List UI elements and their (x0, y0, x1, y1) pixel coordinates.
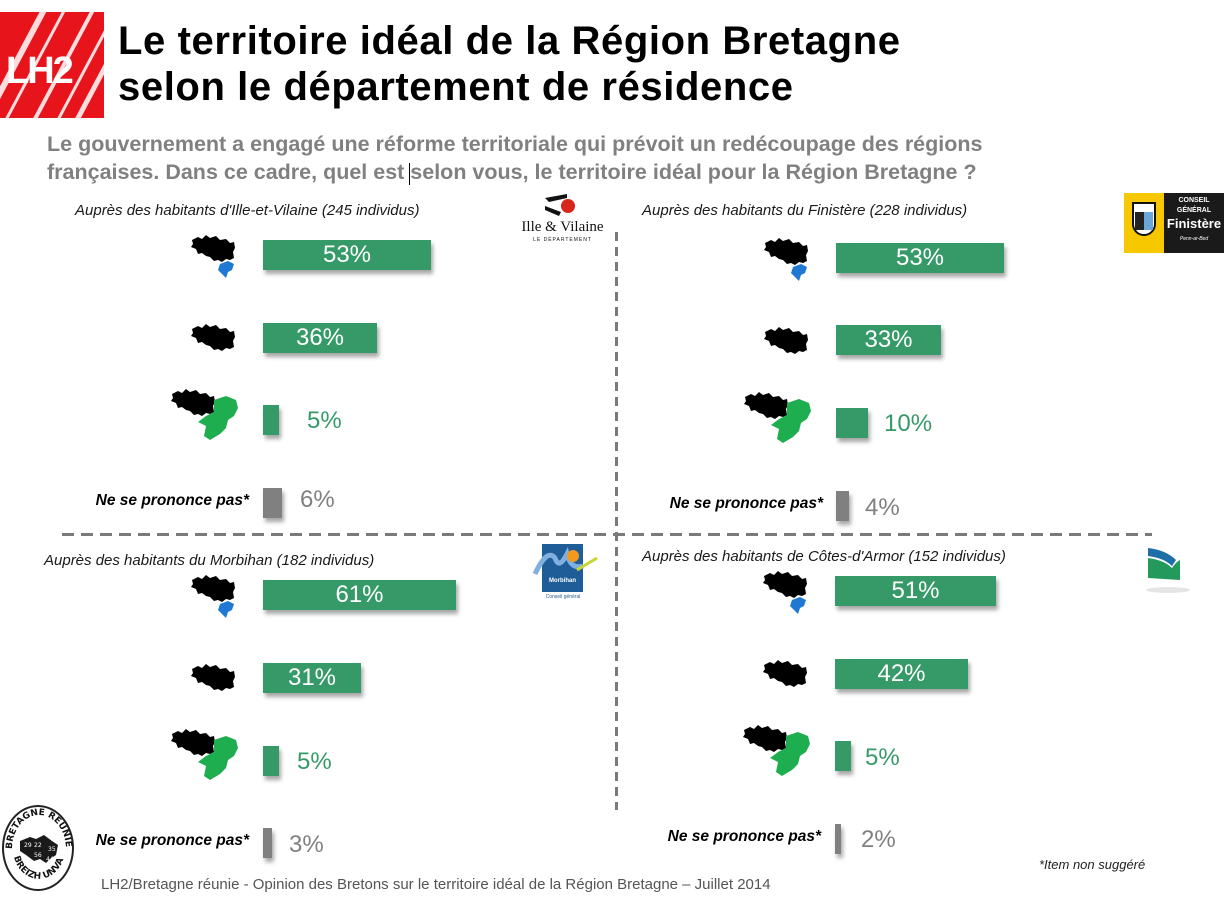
map-bretagne-4-departements-icon (764, 327, 808, 354)
svg-text:44: 44 (46, 856, 54, 863)
bar-option-2: 33% (836, 325, 941, 355)
ille-et-vilaine-logo-name: Ille & Vilaine (521, 219, 604, 235)
svg-text:35: 35 (48, 846, 56, 853)
nsp-label: Ne se prononce pas* (667, 828, 821, 845)
value-nsp: 2% (861, 826, 896, 853)
finistere-logo-line3: Finistère (1166, 216, 1222, 231)
bar-option-2: 31% (263, 663, 361, 693)
map-bretagne-4-departements-icon (191, 324, 235, 351)
svg-text:56: 56 (34, 852, 42, 859)
vertical-divider (615, 232, 618, 810)
map-bretagne-4-departements-icon (191, 664, 235, 691)
bar-option-3 (835, 741, 851, 771)
bar-option-1: 51% (835, 576, 996, 606)
map-bretagne-5-departements-icon (763, 571, 807, 614)
value-option-3: 5% (297, 748, 332, 775)
bar-option-2: 42% (835, 659, 968, 689)
panel-subtitle: Auprès des habitants d'Ille-et-Vilaine (… (75, 202, 420, 219)
finistere-logo: CONSEIL GÉNÉRAL Finistère Penn-ar-Bed (1124, 193, 1224, 253)
lh2-logo-text: LH2 (6, 50, 74, 92)
map-bretagne-pays-de-la-loire-icon (744, 392, 811, 443)
nsp-label: Ne se prononce pas* (95, 832, 249, 849)
panel-subtitle: Auprès des habitants du Morbihan (182 in… (44, 552, 375, 569)
finistere-logo-line2: GÉNÉRAL (1176, 207, 1212, 214)
finistere-logo-line4: Penn-ar-Bed (1179, 236, 1209, 242)
bar-option-3 (263, 405, 279, 435)
text-cursor (409, 163, 410, 185)
bar-option-1: 61% (263, 580, 456, 610)
bar-nsp (835, 824, 841, 854)
bar-option-2: 36% (263, 323, 377, 353)
footnote: *Item non suggéré (1039, 857, 1146, 872)
question-line-2: françaises. Dans ce cadre, quel est selo… (47, 160, 977, 184)
value-nsp: 3% (289, 831, 324, 858)
map-bretagne-pays-de-la-loire-icon (743, 725, 810, 776)
value-option-3: 10% (884, 410, 933, 437)
title-line-2: selon le département de résidence (118, 65, 794, 109)
bar-nsp (836, 491, 849, 521)
question-line-1: Le gouvernement a engagé une réforme ter… (47, 132, 983, 156)
value-option-3: 5% (307, 407, 342, 434)
cotes-d-armor-logo (1146, 548, 1190, 593)
bar-nsp (263, 488, 282, 518)
morbihan-logo-sub: Conseil général (545, 594, 581, 600)
ille-et-vilaine-logo: Ille & Vilaine LE DÉPARTEMENT (515, 192, 610, 252)
bretagne-reunie-logo: BRETAGNE RÉUNIE BREIZH UNVAN 29 22 56 35… (2, 805, 76, 893)
nsp-label: Ne se prononce pas* (95, 492, 249, 509)
title-line-1: Le territoire idéal de la Région Bretagn… (118, 19, 901, 63)
survey-question: Le gouvernement a engagé une réforme ter… (47, 130, 1167, 186)
svg-text:22: 22 (34, 842, 42, 849)
map-bretagne-4-departements-icon (763, 660, 807, 687)
panel-subtitle: Auprès des habitants de Côtes-d'Armor (1… (642, 548, 1006, 565)
value-option-3: 5% (865, 744, 900, 771)
map-bretagne-pays-de-la-loire-icon (171, 729, 238, 780)
panel-subtitle: Auprès des habitants du Finistère (228 i… (642, 202, 968, 219)
ille-et-vilaine-logo-sub: LE DÉPARTEMENT (533, 237, 592, 243)
svg-text:29: 29 (24, 842, 32, 849)
bar-nsp (263, 828, 272, 858)
bar-option-3 (263, 746, 279, 776)
map-bretagne-5-departements-icon (191, 575, 235, 618)
nsp-label: Ne se prononce pas* (669, 495, 823, 512)
lh2-logo: LH2 (0, 12, 104, 118)
footer-source: LH2/Bretagne réunie - Opinion des Breton… (101, 876, 771, 893)
value-nsp: 6% (300, 486, 335, 513)
bar-option-1: 53% (263, 240, 431, 270)
bar-option-1: 53% (836, 243, 1004, 273)
morbihan-logo-name: Morbihan (549, 578, 576, 584)
value-nsp: 4% (865, 494, 900, 521)
finistere-logo-line1: CONSEIL (1178, 197, 1210, 204)
map-bretagne-5-departements-icon (191, 235, 235, 278)
bar-option-3 (836, 408, 868, 438)
horizontal-divider (62, 533, 1152, 536)
morbihan-logo: Morbihan Conseil général (527, 544, 602, 604)
page-title: Le territoire idéal de la Région Bretagn… (118, 18, 901, 110)
map-bretagne-pays-de-la-loire-icon (171, 389, 238, 440)
map-bretagne-5-departements-icon (764, 238, 808, 281)
